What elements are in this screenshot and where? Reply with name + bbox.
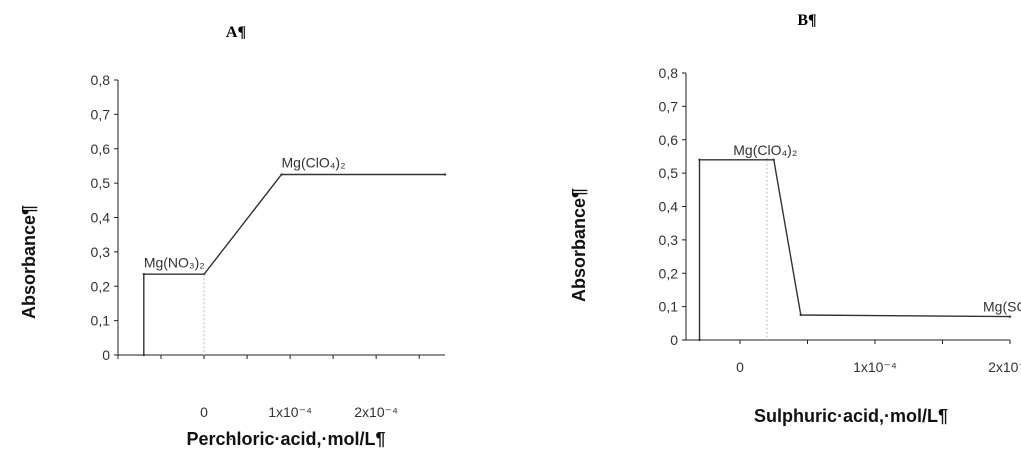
chart-b-y-tick-label: 0,7 [659, 98, 679, 114]
chart-b-y-tick-label: 0,4 [659, 199, 679, 215]
chart-a-x-tick-label: 1x10⁻⁴ [268, 404, 312, 420]
chart-b-data-point [1008, 315, 1012, 318]
chart-a-data-point [280, 173, 283, 176]
chart-b-y-tick-label: 0,6 [659, 132, 679, 148]
chart-a-y-tick-label: 0,5 [91, 175, 111, 191]
chart-b-x-axis-title: Sulphuric·acid,·mol/L¶ [754, 406, 948, 426]
chart-a-annotation: Mg(ClO₄)₂ [282, 155, 346, 171]
chart-b-data-point [772, 158, 775, 161]
chart-a-data-point [443, 173, 447, 176]
chart-a-y-axis-title: Absorbance¶ [19, 205, 39, 319]
chart-a-x-tick-label: 0 [200, 404, 208, 420]
chart-b-y-axis-title: Absorbance¶ [569, 188, 589, 302]
chart-b-x-tick-label: 0 [736, 359, 744, 375]
chart-b-x-tick-label: 1x10⁻⁴ [853, 359, 897, 375]
chart-b-y-tick-label: 0,2 [659, 265, 679, 281]
chart-a-data-point [142, 353, 146, 357]
chart-b-x-tick-label: 2x10⁻⁴ [988, 359, 1021, 375]
chart-a-y-tick-label: 0,7 [91, 106, 111, 122]
chart-a-annotation: Mg(NO₃)₂ [144, 254, 205, 270]
chart-b-y-tick-label: 0 [670, 332, 678, 348]
chart-a-data-point [142, 273, 146, 276]
chart-a-stray-mark: . [229, 427, 233, 443]
chart-b-data-point [698, 338, 701, 342]
chart-a-title: A¶ [226, 24, 246, 41]
chart-b-y-tick-label: 0,3 [659, 232, 679, 248]
chart-a-y-tick-label: 0,1 [91, 313, 111, 329]
chart-b-title: B¶ [797, 12, 816, 29]
chart-b-annotation: Mg(SO₄)₂ [983, 299, 1021, 315]
chart-a-x-axis-title: Perchloric·acid,·mol/L¶ [186, 429, 385, 449]
chart-a-y-tick-label: 0,8 [91, 72, 111, 88]
chart-b-y-tick-label: 0,5 [659, 165, 679, 181]
chart-a-x-tick-label: 2x10⁻⁴ [354, 404, 398, 420]
chart-a-y-tick-label: 0,3 [91, 244, 111, 260]
chart-b-y-tick-label: 0,1 [659, 299, 679, 315]
chart-b-series-line [698, 159, 1011, 340]
chart-a-y-tick-label: 0 [102, 347, 110, 363]
chart-b-data-point [799, 313, 802, 317]
chart-a-y-tick-label: 0,4 [91, 210, 111, 226]
chart-a-y-tick-label: 0,2 [91, 278, 111, 294]
chart-b-annotation: Mg(ClO₄)₂ [733, 142, 797, 158]
chart-b-data-point [698, 158, 701, 161]
chart-b-y-tick-label: 0,8 [659, 65, 679, 81]
chart-a-y-tick-label: 0,6 [91, 141, 111, 157]
